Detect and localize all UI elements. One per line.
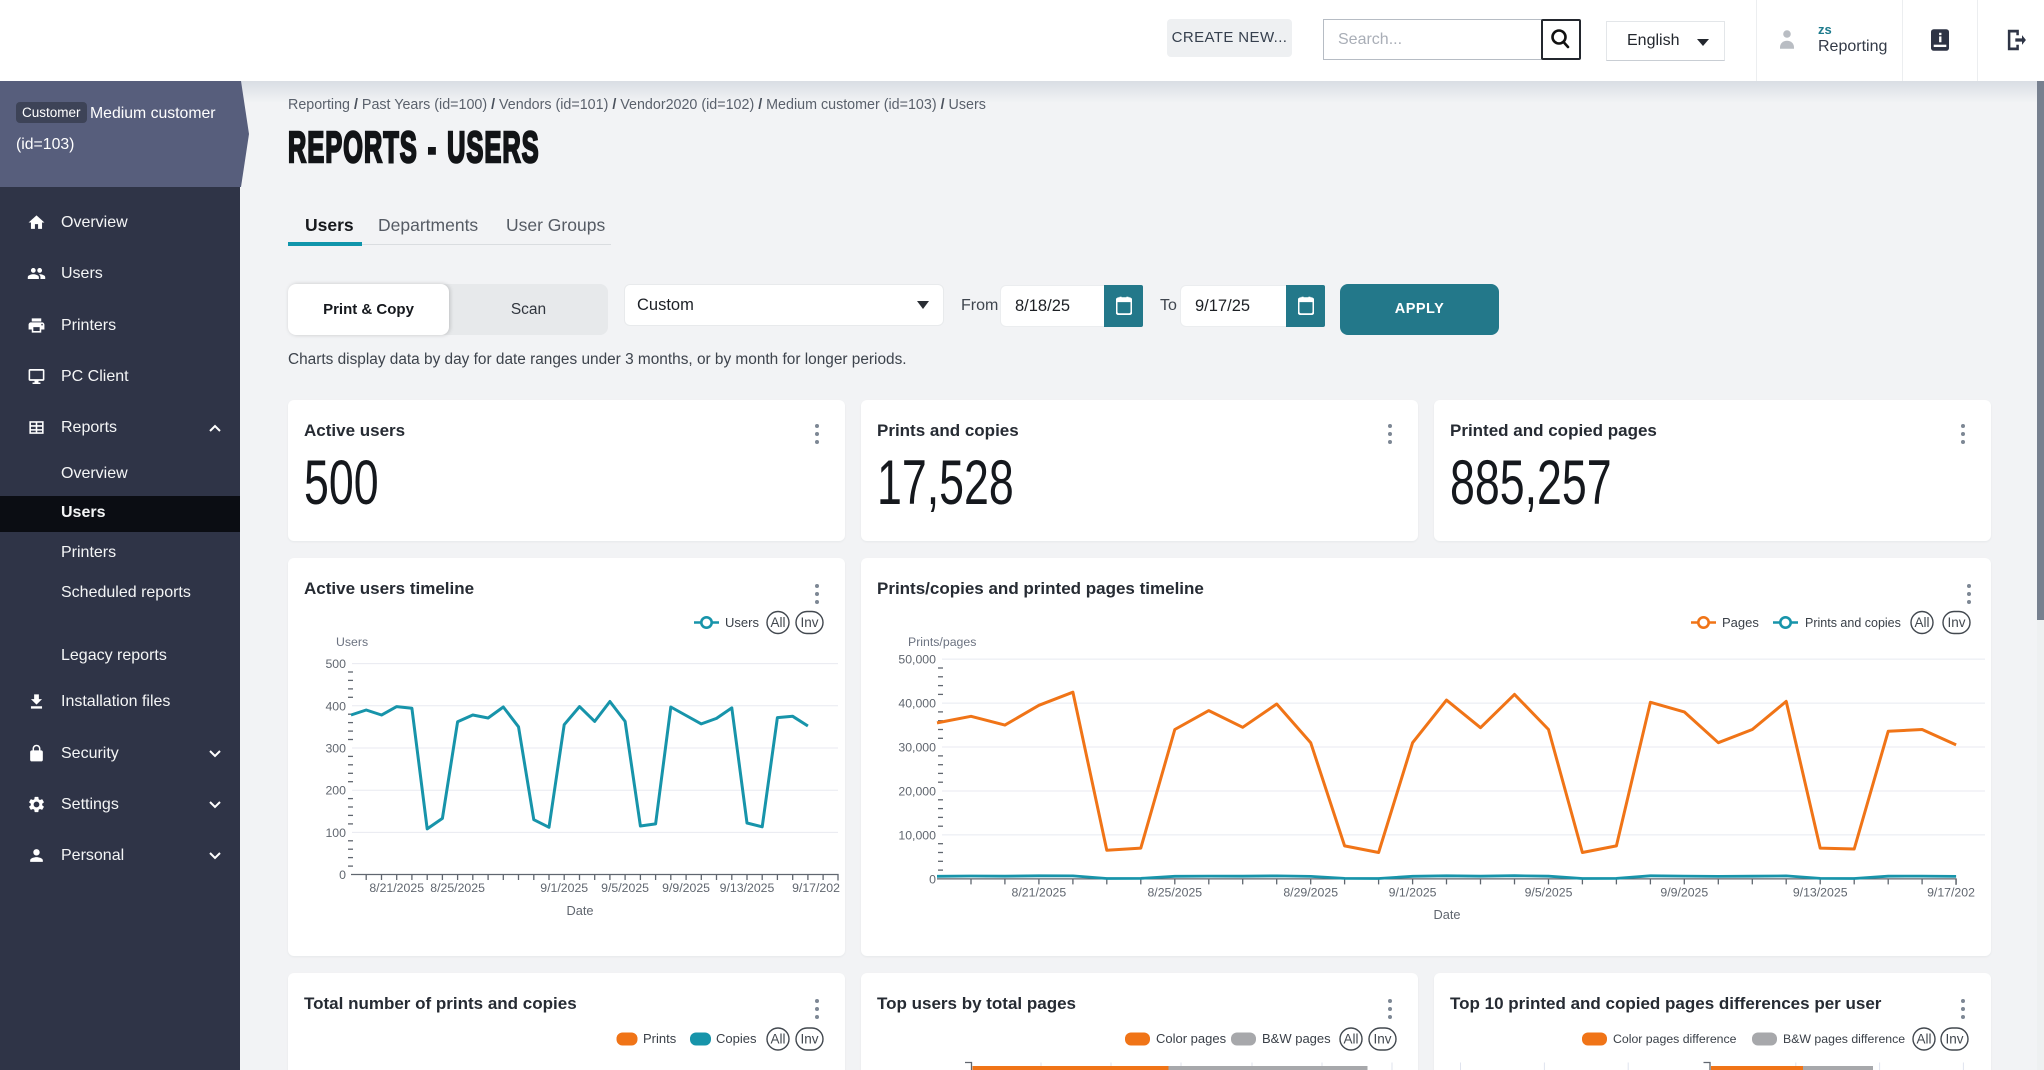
svg-text:9/17/202: 9/17/202 [792, 881, 840, 895]
svg-text:10,000: 10,000 [898, 828, 936, 842]
svg-text:40,000: 40,000 [898, 697, 936, 711]
svg-text:8/29/2025: 8/29/2025 [1283, 886, 1338, 900]
svg-text:Users: Users [725, 615, 759, 630]
svg-text:Inv: Inv [1373, 1032, 1391, 1047]
svg-text:All: All [770, 615, 785, 630]
svg-text:Prints/pages: Prints/pages [908, 635, 976, 649]
svg-text:400: 400 [325, 699, 346, 713]
svg-text:50,000: 50,000 [898, 653, 936, 667]
svg-text:0: 0 [929, 872, 936, 886]
svg-text:8/25/2025: 8/25/2025 [430, 881, 485, 895]
svg-text:9/5/2025: 9/5/2025 [601, 881, 649, 895]
svg-text:9/9/2025: 9/9/2025 [1660, 886, 1708, 900]
svg-text:Prints and copies: Prints and copies [1805, 616, 1901, 630]
svg-text:300: 300 [325, 742, 346, 756]
svg-text:8/21/2025: 8/21/2025 [369, 881, 424, 895]
svg-text:9/9/2025: 9/9/2025 [662, 881, 710, 895]
svg-text:9/1/2025: 9/1/2025 [1389, 886, 1437, 900]
svg-text:All: All [1914, 615, 1929, 630]
svg-text:100: 100 [325, 826, 346, 840]
svg-text:Date: Date [1433, 907, 1460, 922]
svg-text:30,000: 30,000 [898, 741, 936, 755]
svg-text:Color pages: Color pages [1156, 1031, 1227, 1046]
svg-text:9/1/2025: 9/1/2025 [540, 881, 588, 895]
svg-text:All: All [1343, 1032, 1358, 1047]
svg-text:9/13/2025: 9/13/2025 [1793, 886, 1848, 900]
svg-text:8/25/2025: 8/25/2025 [1147, 886, 1202, 900]
svg-text:9/5/2025: 9/5/2025 [1525, 886, 1573, 900]
svg-text:All: All [770, 1032, 785, 1047]
svg-text:200: 200 [325, 784, 346, 798]
svg-text:9/13/2025: 9/13/2025 [720, 881, 775, 895]
svg-text:9/17/202: 9/17/202 [1927, 886, 1975, 900]
svg-text:500: 500 [325, 657, 346, 671]
svg-text:Date: Date [566, 903, 593, 918]
svg-text:Inv: Inv [800, 1032, 818, 1047]
svg-text:20,000: 20,000 [898, 785, 936, 799]
svg-text:B&W pages: B&W pages [1262, 1031, 1331, 1046]
svg-text:Inv: Inv [800, 615, 818, 630]
svg-text:8/21/2025: 8/21/2025 [1012, 886, 1067, 900]
svg-text:B&W pages difference: B&W pages difference [1783, 1032, 1905, 1046]
svg-text:0: 0 [339, 868, 346, 882]
svg-text:Prints: Prints [643, 1031, 677, 1046]
svg-text:All: All [1916, 1032, 1931, 1047]
svg-text:Pages: Pages [1722, 615, 1759, 630]
svg-text:Inv: Inv [1945, 1032, 1963, 1047]
svg-text:Inv: Inv [1947, 615, 1965, 630]
svg-text:Color pages difference: Color pages difference [1613, 1032, 1737, 1046]
svg-text:Users: Users [336, 635, 368, 649]
svg-text:Copies: Copies [716, 1031, 757, 1046]
